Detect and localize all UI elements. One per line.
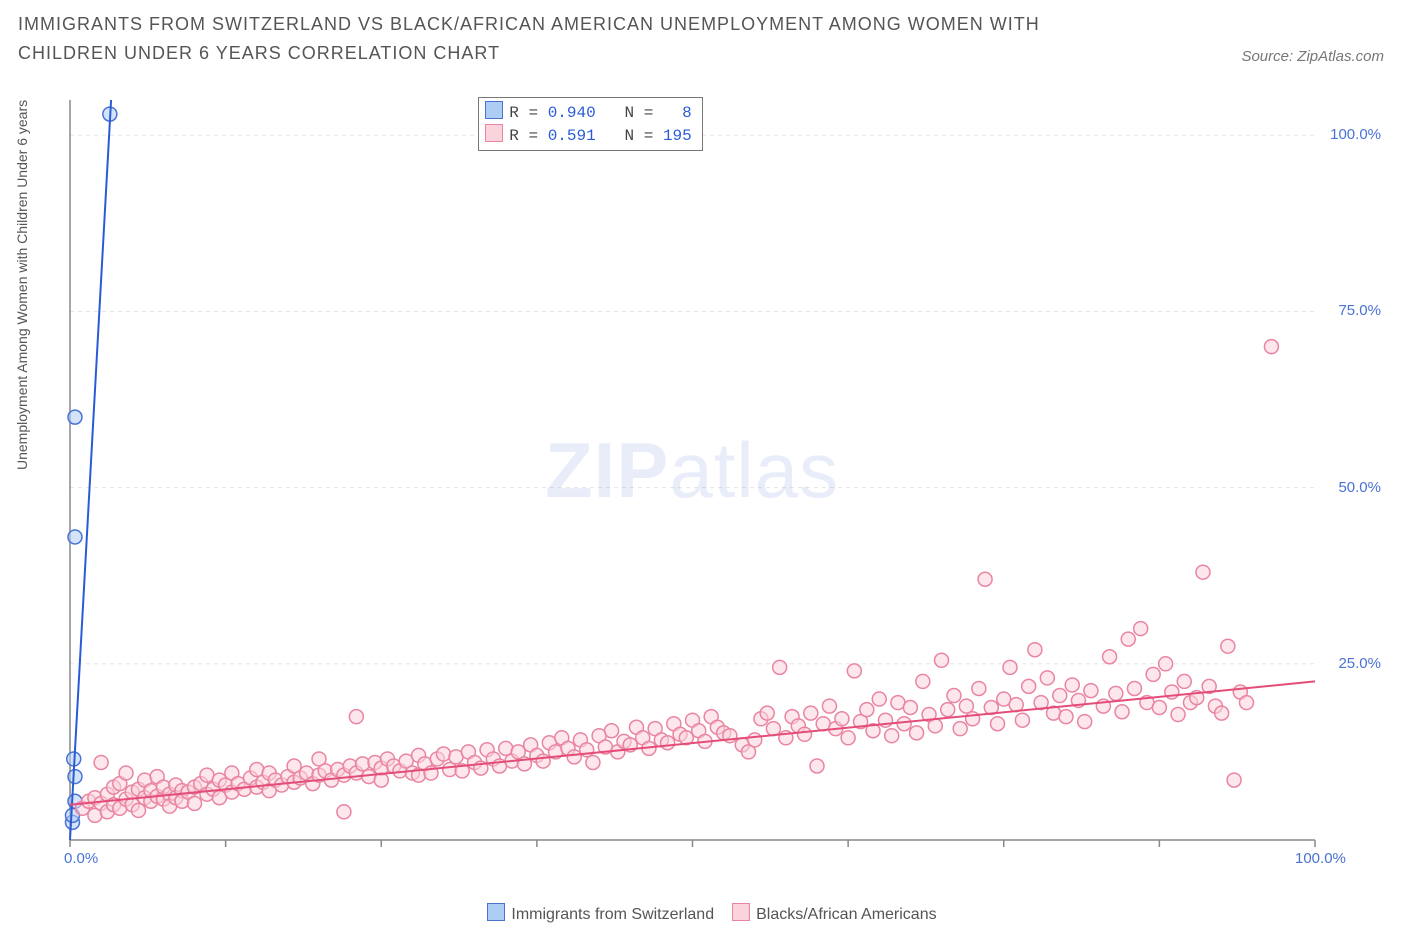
x-tick-label-min: 0.0% [64,850,98,867]
chart-plot-area: ZIPatlas R = 0.940 N = 8R = 0.591 N = 19… [55,95,1385,875]
x-tick-label-max: 100.0% [1295,850,1346,867]
y-axis-label: Unemployment Among Women with Children U… [14,100,30,470]
source-attribution: Source: ZipAtlas.com [1241,48,1384,65]
legend-stat-row: R = 0.940 N = 8 [485,101,691,124]
y-tick-label: 50.0% [1321,479,1381,496]
legend-swatch [487,903,505,921]
y-tick-label: 25.0% [1321,655,1381,672]
x-axis-legend: Immigrants from Switzerland Blacks/Africa… [0,903,1406,924]
legend-label: Immigrants from Switzerland [511,906,714,923]
legend-label: Blacks/African Americans [756,906,937,923]
y-tick-label: 75.0% [1321,302,1381,319]
legend-stat-row: R = 0.591 N = 195 [485,124,691,147]
legend-stats-box: R = 0.940 N = 8R = 0.591 N = 195 [478,97,702,151]
chart-svg [55,95,1385,875]
legend-swatch [732,903,750,921]
chart-title: IMMIGRANTS FROM SWITZERLAND VS BLACK/AFR… [18,10,1068,68]
y-tick-label: 100.0% [1321,126,1381,143]
